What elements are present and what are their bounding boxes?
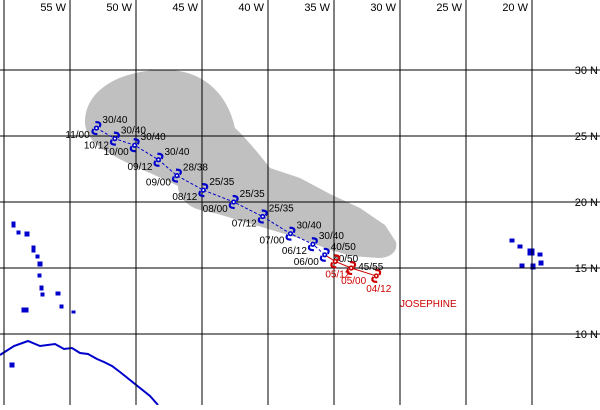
longitude-label: 50 W xyxy=(106,2,132,14)
forecast-cone xyxy=(85,69,397,258)
forecast-position-icon xyxy=(129,138,140,153)
forecast-time-label: 10/00 xyxy=(104,147,129,158)
latitude-label: 10 N xyxy=(575,329,598,341)
forecast-time-label: 09/12 xyxy=(127,162,152,173)
forecast-position-icon xyxy=(153,152,164,167)
past-position-icon xyxy=(346,260,357,276)
longitude-label: 45 W xyxy=(172,2,198,14)
forecast-time-label: 06/12 xyxy=(282,246,307,257)
past-time-label: 04/12 xyxy=(366,284,391,295)
forecast-track: 40/50 06/00 30/40 06/12 30/40 07/00 25/35 07/12… xyxy=(65,115,356,268)
forecast-position-icon xyxy=(319,247,330,262)
past-time-label: 05/12 xyxy=(325,269,350,280)
past-wind-label: 45/55 xyxy=(358,262,383,273)
forecast-wind-label: 30/40 xyxy=(296,221,321,232)
forecast-position-icon xyxy=(257,209,268,224)
forecast-wind-label: 25/35 xyxy=(240,189,265,200)
forecast-time-label: 06/00 xyxy=(294,257,319,268)
forecast-wind-label: 30/40 xyxy=(164,147,189,158)
forecast-position-icon xyxy=(228,194,239,210)
forecast-time-label: 08/12 xyxy=(172,192,197,203)
longitude-label: 25 W xyxy=(436,2,462,14)
forecast-time-label: 07/00 xyxy=(259,236,284,247)
forecast-wind-label: 30/40 xyxy=(121,126,146,137)
latitude-label: 25 N xyxy=(575,131,598,143)
past-position-icon xyxy=(371,268,382,284)
forecast-wind-label: 30/40 xyxy=(141,132,166,143)
forecast-track-line xyxy=(96,127,326,256)
graticule-labels: 60 W55 W50 W45 W40 W35 W30 W25 W20 W30 N… xyxy=(0,2,598,341)
forecast-time-label: 07/12 xyxy=(232,219,257,230)
forecast-position-icon xyxy=(109,131,120,146)
past-time-label: 05/00 xyxy=(341,276,366,287)
longitude-label: 40 W xyxy=(238,2,264,14)
cape-verde-islands xyxy=(509,238,544,270)
forecast-position-icon xyxy=(198,183,209,198)
longitude-label: 55 W xyxy=(40,2,66,14)
latitude-label: 15 N xyxy=(575,263,598,275)
longitude-label: 20 W xyxy=(502,2,528,14)
forecast-wind-label: 25/35 xyxy=(209,177,234,188)
forecast-position-icon xyxy=(307,237,318,252)
past-track-line xyxy=(324,254,377,277)
forecast-position-icon xyxy=(171,168,182,183)
south-america-coastline xyxy=(0,339,159,406)
past-wind-label: 40/50 xyxy=(333,254,358,265)
forecast-time-label: 10/12 xyxy=(84,141,109,152)
caribbean-islands xyxy=(9,221,76,368)
latitude-label: 20 N xyxy=(575,197,598,209)
forecast-time-label: 11/00 xyxy=(65,130,90,141)
forecast-position-icon xyxy=(285,226,296,241)
storm-name-label: JOSEPHINE xyxy=(400,299,457,310)
forecast-time-label: 08/00 xyxy=(203,204,228,215)
forecast-position-icon xyxy=(91,120,102,136)
forecast-wind-label: 40/50 xyxy=(331,242,356,253)
forecast-wind-label: 30/40 xyxy=(319,231,344,242)
forecast-wind-label: 30/40 xyxy=(102,115,127,126)
forecast-wind-label: 25/35 xyxy=(269,204,294,215)
past-position-icon xyxy=(330,254,341,269)
longitude-label: 30 W xyxy=(370,2,396,14)
longitude-label: 35 W xyxy=(304,2,330,14)
forecast-wind-label: 28/38 xyxy=(183,163,208,174)
forecast-time-label: 09/00 xyxy=(146,178,171,189)
latitude-label: 30 N xyxy=(575,65,598,77)
